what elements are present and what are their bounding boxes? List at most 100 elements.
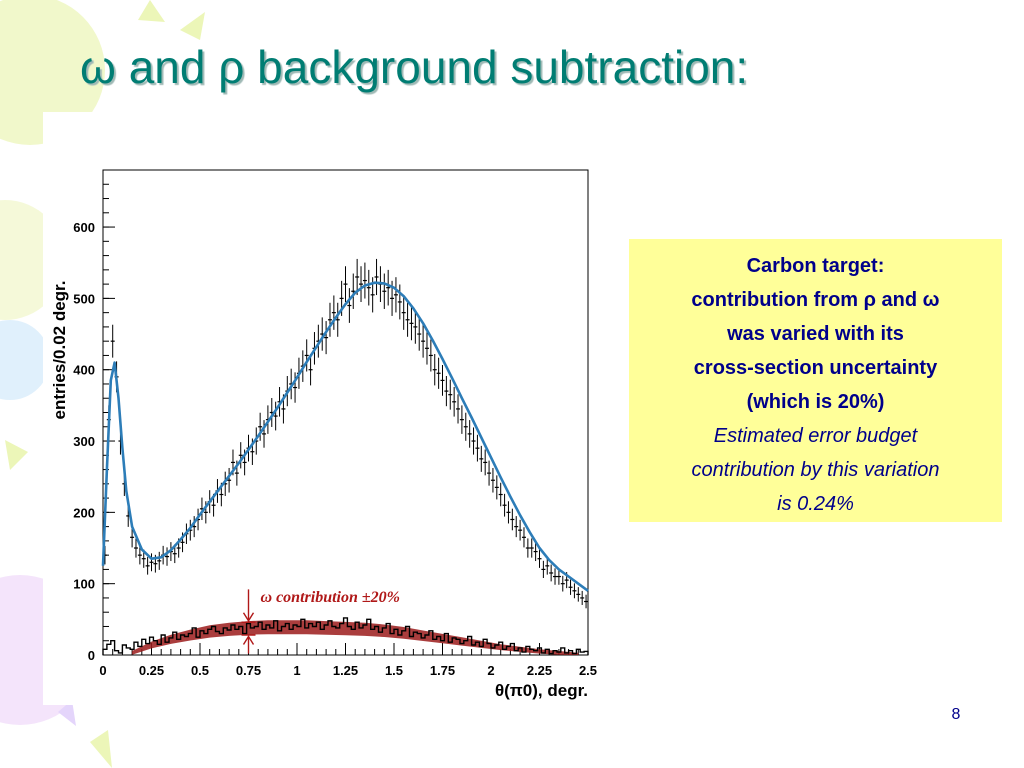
data-point (537, 549, 542, 568)
data-point (405, 302, 410, 337)
y-tick-label: 500 (73, 291, 95, 306)
note-line: contribution from ρ and ω (691, 289, 940, 311)
data-point (556, 568, 561, 585)
data-point (393, 277, 398, 313)
note-line: cross-section uncertainty (693, 357, 938, 379)
data-point (331, 295, 336, 330)
data-point (273, 401, 278, 431)
omega-histogram-line (102, 617, 589, 655)
data-point (490, 467, 495, 493)
data-point (413, 310, 418, 344)
decor-triangle (180, 12, 205, 40)
data-point (521, 527, 526, 548)
data-point (506, 501, 511, 524)
data-point (362, 262, 367, 299)
decor-triangle (5, 440, 28, 470)
data-point (475, 434, 480, 462)
data-point (459, 405, 464, 434)
data-point (549, 564, 554, 582)
data-point (401, 295, 406, 330)
data-point (568, 579, 573, 595)
data-point (525, 538, 530, 558)
data-point (238, 442, 243, 469)
decor-bubble (0, 0, 105, 145)
y-tick-label: 0 (88, 648, 95, 663)
data-point (529, 538, 534, 558)
chart-panel: 0 0.25 0.5 0.75 1 1.25 1.5 1.75 2 2.25 2.5 0 100 200 3… (43, 112, 615, 705)
data-point (133, 538, 138, 558)
data-point (494, 475, 499, 500)
decor-triangle (90, 730, 112, 768)
data-point (580, 590, 585, 605)
x-tick-label: 2.25 (527, 663, 552, 678)
x-tick-label: 1.75 (430, 663, 455, 678)
note-box: Carbon target: contribution from ρ and ω… (629, 239, 1002, 522)
decor-bubble (0, 320, 50, 400)
fit-curve-group (101, 281, 589, 592)
note-line: Carbon target: (746, 255, 885, 277)
data-point (502, 493, 507, 517)
data-point (421, 324, 426, 358)
data-points (102, 258, 589, 609)
data-point (145, 557, 150, 575)
x-tick-label: 2.5 (579, 663, 597, 678)
data-point (432, 354, 437, 386)
data-point (487, 460, 492, 486)
data-point (417, 317, 422, 351)
omega-band (132, 620, 579, 655)
omega-histogram (102, 617, 589, 655)
data-point (327, 302, 332, 337)
data-point (514, 516, 519, 538)
x-tick-label: 0 (99, 663, 106, 678)
decor-triangle (138, 0, 165, 22)
data-point (424, 332, 429, 365)
data-point (456, 394, 461, 424)
omega-contribution-annotation: ω contribution ±20% (261, 589, 400, 606)
data-point (440, 365, 445, 396)
plot-frame (102, 169, 589, 656)
data-point (533, 542, 538, 562)
data-point (366, 269, 371, 306)
note-line-italic: contribution by this variation (691, 459, 940, 481)
data-point (541, 560, 546, 579)
annotation-arrowhead-bottom (242, 635, 255, 645)
data-point (463, 412, 468, 441)
slide-title: ω and ρ background subtraction: (80, 41, 749, 93)
x-tick-label: 1 (293, 663, 300, 678)
x-tick-label: 1.25 (333, 663, 358, 678)
data-point (483, 449, 488, 476)
note-line: (which is 20%) (746, 391, 885, 413)
data-point (560, 575, 565, 592)
data-point (293, 372, 298, 403)
data-point (355, 258, 360, 296)
data-point (479, 445, 484, 472)
tick-labels: 0 0.25 0.5 0.75 1 1.25 1.5 1.75 2 2.25 2.5 0 100 200 3… (73, 220, 597, 678)
data-point (359, 266, 364, 303)
data-point (227, 467, 232, 493)
x-tick-label: 1.5 (385, 663, 403, 678)
data-point (498, 482, 503, 507)
data-point (149, 553, 154, 572)
data-point (262, 420, 267, 448)
y-axis-label: entries/0.02 degr. (50, 281, 69, 420)
data-point (584, 594, 589, 609)
x-tick-label: 0.5 (191, 663, 209, 678)
axes (102, 169, 589, 656)
x-axis-label: θ(π0), degr. (495, 681, 588, 700)
data-point (409, 306, 414, 341)
note-line: was varied with its (727, 323, 904, 345)
data-point (436, 357, 441, 389)
data-point (518, 519, 523, 541)
omega-band-area (132, 620, 579, 655)
y-tick-label: 100 (73, 577, 95, 592)
data-point (308, 354, 313, 386)
annotation-group (241, 589, 256, 654)
data-point (110, 324, 115, 358)
data-point (343, 266, 348, 303)
y-tick-label: 400 (73, 363, 95, 378)
data-point (137, 545, 142, 565)
data-point (572, 583, 577, 599)
data-point (165, 547, 170, 566)
note-line-italic: is 0.24% (777, 493, 854, 515)
data-point (510, 508, 515, 531)
